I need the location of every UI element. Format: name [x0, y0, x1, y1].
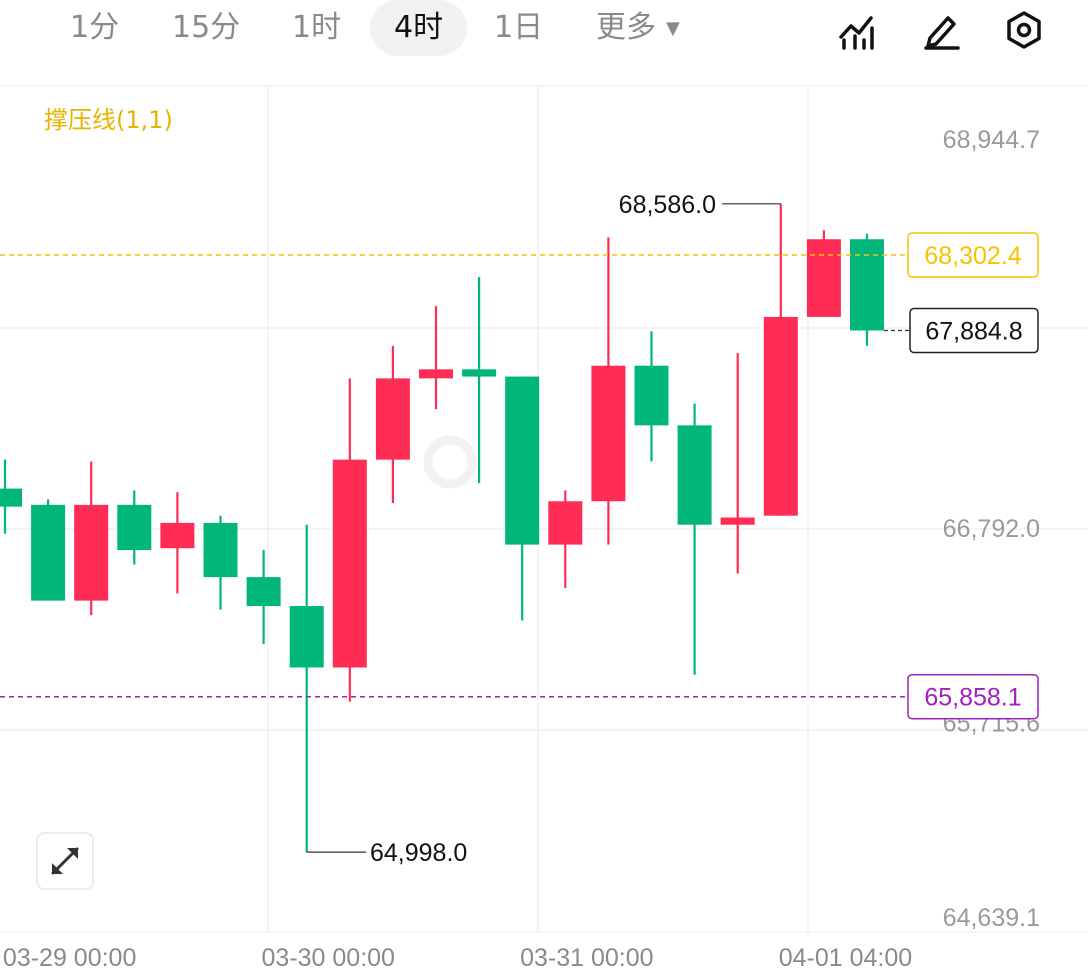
candle-body[interactable] [246, 577, 281, 607]
candle-body[interactable] [375, 378, 410, 460]
tab-1min[interactable]: 1分 [70, 10, 120, 45]
candle-body[interactable] [0, 488, 22, 507]
draw-icon[interactable] [922, 10, 962, 50]
resistance-badge[interactable] [907, 232, 1039, 278]
x-tick-label: 03-30 00:00 [262, 944, 395, 972]
x-tick-label: 03-31 00:00 [520, 944, 653, 972]
y-tick-label: 64,639.1 [943, 904, 1040, 932]
more-label: 更多 [596, 10, 656, 45]
candle-body[interactable] [806, 239, 841, 317]
last-price-label: 67,884.8 [925, 318, 1022, 346]
candlestick-chart[interactable]: 68,944.766,792.065,715.664,639.103-29 00… [0, 64, 1088, 978]
support-price-label: 65,858.1 [924, 684, 1021, 712]
candle-body[interactable] [462, 369, 497, 377]
support-badge[interactable] [907, 673, 1039, 720]
watermark-logo [423, 435, 477, 489]
candle-body[interactable] [850, 239, 884, 331]
candle-body[interactable] [548, 501, 583, 545]
settings-icon[interactable] [1004, 10, 1044, 50]
candle-body[interactable] [677, 425, 712, 525]
tab-1hour[interactable]: 1时 [292, 10, 342, 45]
tab-more[interactable]: 更多 ▼ [596, 8, 680, 49]
candle-body[interactable] [332, 459, 367, 668]
indicator-icon[interactable] [838, 10, 878, 50]
y-tick-label: 68,944.7 [943, 126, 1040, 154]
last-price-badge[interactable] [909, 307, 1039, 354]
fullscreen-button[interactable] [36, 832, 94, 890]
expand-icon [51, 847, 79, 875]
timeframe-toolbar: 1分 15分 1时 4时 1日 更多 ▼ [0, 0, 1088, 64]
x-tick-label: 03-29 00:00 [3, 944, 136, 972]
candle-body[interactable] [763, 316, 798, 516]
indicator-label[interactable]: 撑压线(1,1) [44, 106, 173, 134]
y-tick-label: 66,792.0 [943, 515, 1040, 543]
candle-body[interactable] [31, 504, 66, 601]
high-annotation-label: 68,586.0 [619, 191, 716, 219]
tab-4hour[interactable]: 4时 [370, 0, 468, 56]
candle-body[interactable] [634, 365, 669, 426]
candle-body[interactable] [720, 517, 755, 525]
low-annotation-label: 64,998.0 [370, 839, 467, 867]
x-tick-label: 04-01 04:00 [779, 944, 912, 972]
candle-body[interactable] [505, 376, 540, 545]
candle-body[interactable] [289, 606, 324, 668]
candle-body[interactable] [591, 365, 626, 502]
candle-body[interactable] [160, 522, 195, 549]
tab-1day[interactable]: 1日 [494, 10, 544, 45]
candle-body[interactable] [74, 504, 109, 601]
candle-body[interactable] [419, 369, 453, 379]
candle-body[interactable] [203, 522, 238, 578]
candle-body[interactable] [117, 504, 152, 551]
caret-down-icon: ▼ [666, 17, 680, 39]
resistance-price-label: 68,302.4 [924, 242, 1021, 270]
tab-15min[interactable]: 15分 [172, 10, 241, 45]
